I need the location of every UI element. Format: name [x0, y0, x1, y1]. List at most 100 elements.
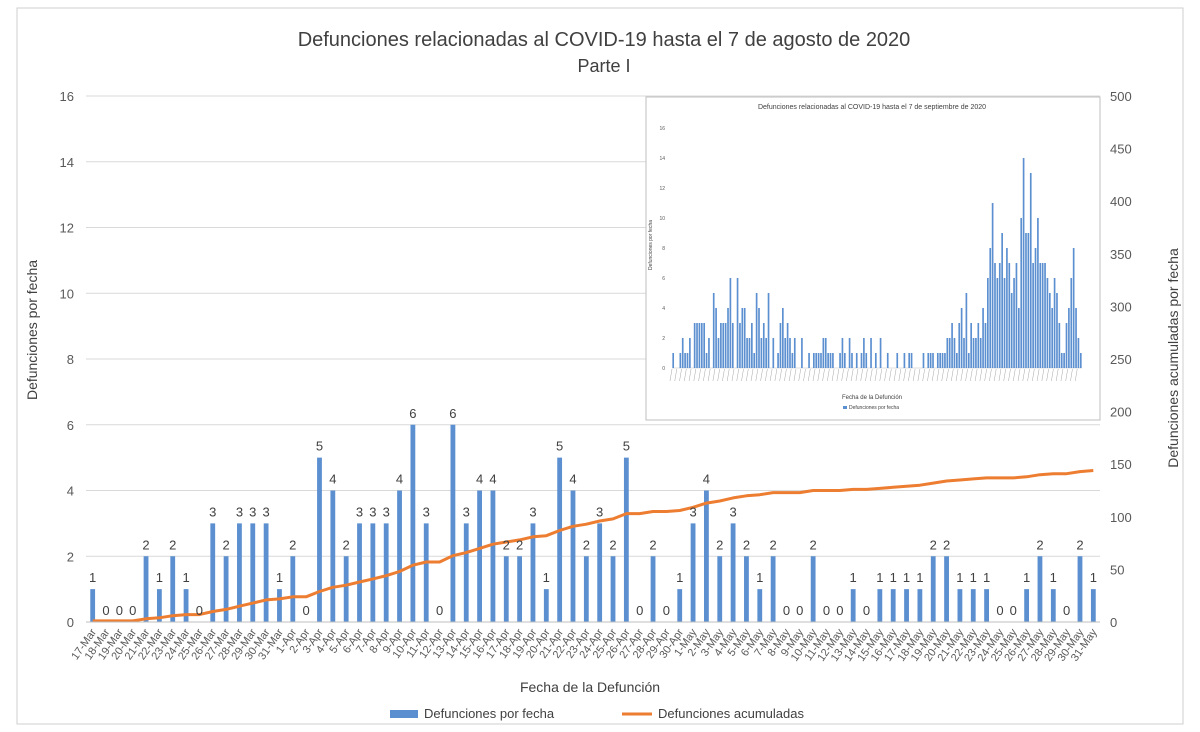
inset-x-tick [1036, 368, 1040, 382]
bar-13-Apr [450, 424, 456, 622]
bar-value-label: 1 [676, 570, 683, 585]
inset-y-tick-label: 12 [659, 186, 665, 192]
bar-value-label: 2 [1036, 537, 1043, 552]
inset-x-tick [765, 368, 768, 382]
bar-value-label: 4 [703, 472, 710, 487]
inset-x-tick [1017, 368, 1021, 382]
inset-x-tick [869, 368, 873, 382]
inset-bar-128 [977, 323, 980, 368]
bar-value-label: 2 [503, 537, 510, 552]
inset-x-tick [993, 368, 997, 382]
bar-value-label: 3 [463, 504, 470, 519]
inset-bar-152 [1034, 248, 1037, 368]
inset-x-tick [1051, 368, 1054, 382]
inset-x-tick [1060, 368, 1064, 382]
y2-tick-label: 200 [1110, 405, 1132, 420]
y2-tick-label: 500 [1110, 89, 1132, 104]
inset-bar-138 [1001, 233, 1003, 368]
inset-x-tick [1008, 368, 1011, 382]
inset-x-tick [974, 368, 978, 382]
inset-bar-64 [824, 338, 827, 368]
bar-value-label: 4 [476, 472, 483, 487]
inset-x-tick [860, 368, 863, 382]
y-tick-label: 16 [60, 89, 74, 104]
bar-value-label: 3 [423, 504, 430, 519]
y-axis-label: Defunciones por fecha [24, 260, 40, 400]
inset-bar-11 [698, 323, 701, 368]
inset-bar-107 [927, 353, 930, 368]
inset-x-tick [698, 368, 701, 382]
inset-bar-67 [832, 353, 834, 368]
bar-value-label: 0 [116, 603, 123, 618]
inset-x-tick [722, 368, 725, 382]
inset-bar-117 [951, 323, 953, 368]
inset-x-tick [927, 368, 930, 382]
inset-bar-122 [963, 338, 965, 368]
inset-x-tick [731, 368, 735, 382]
inset-bar-142 [1010, 293, 1013, 368]
inset-x-tick [965, 368, 968, 382]
inset-x-tick [955, 368, 959, 382]
inset-bar-5 [684, 353, 686, 368]
inset-bar-112 [939, 353, 942, 368]
inset-x-tick [793, 368, 797, 382]
inset-bar-162 [1058, 323, 1061, 368]
inset-bar-20 [720, 323, 722, 368]
bar-value-label: 2 [1076, 537, 1083, 552]
inset-x-tick [846, 368, 849, 382]
y-tick-label: 4 [67, 484, 74, 499]
bar-17-Mar [90, 589, 96, 622]
inset-legend-label: Defunciones por fecha [849, 405, 899, 411]
inset-bar-97 [903, 353, 906, 368]
inset-x-tick [836, 368, 840, 382]
inset-bar-15 [708, 338, 710, 368]
bar-value-label: 1 [156, 570, 163, 585]
inset-legend-swatch [843, 406, 847, 409]
inset-bar-66 [829, 353, 832, 368]
inset-bar-63 [822, 338, 825, 368]
bar-26-Apr [623, 457, 629, 622]
y2-tick-label: 150 [1110, 457, 1132, 472]
inset-x-tick [736, 368, 739, 382]
bar-5-Apr [343, 556, 349, 622]
inset-x-tick [1074, 368, 1078, 382]
bar-value-label: 3 [369, 504, 376, 519]
bar-value-label: 5 [556, 439, 563, 454]
inset-bar-161 [1056, 293, 1058, 368]
bar-value-label: 2 [716, 537, 723, 552]
inset-bar-139 [1003, 278, 1006, 368]
bar-22-Apr [570, 490, 576, 622]
inset-x-tick [726, 368, 730, 382]
inset-bar-127 [975, 338, 977, 368]
inset-bar-25 [731, 323, 734, 368]
bar-value-label: 1 [182, 570, 189, 585]
inset-bar-118 [953, 338, 956, 368]
inset-bar-50 [791, 353, 794, 368]
inset-bar-22 [724, 323, 727, 368]
inset-x-tick [989, 368, 992, 382]
bar-value-label: 1 [1090, 570, 1097, 585]
inset-y-axis-label: Defunciones por fecha [648, 220, 654, 270]
inset-bar-17 [712, 293, 715, 368]
y2-tick-label: 400 [1110, 194, 1132, 209]
inset-bar-27 [736, 278, 739, 368]
axes: 0246810121416050100150200250300350400450… [60, 89, 1132, 664]
y2-tick-label: 100 [1110, 510, 1132, 525]
inset-bar-79 [860, 353, 863, 368]
bar-value-label: 3 [383, 504, 390, 519]
inset-bar-65 [827, 353, 829, 368]
bar-value-label: 2 [649, 537, 656, 552]
inset-bar-0 [672, 353, 675, 368]
inset-bar-105 [922, 353, 925, 368]
bar-value-label: 3 [356, 504, 363, 519]
x-axis-label: Fecha de la Defunción [520, 679, 660, 695]
bar-22-Mar [156, 589, 162, 622]
cumulative-line [92, 469, 1094, 623]
inset-bar-167 [1070, 278, 1073, 368]
bar-9-Apr [397, 490, 402, 622]
bar-30-Mar [263, 523, 269, 622]
bar-30-Apr [677, 589, 683, 622]
y-tick-label: 0 [67, 615, 74, 630]
inset-x-tick [784, 368, 787, 382]
inset-x-tick [1022, 368, 1026, 382]
